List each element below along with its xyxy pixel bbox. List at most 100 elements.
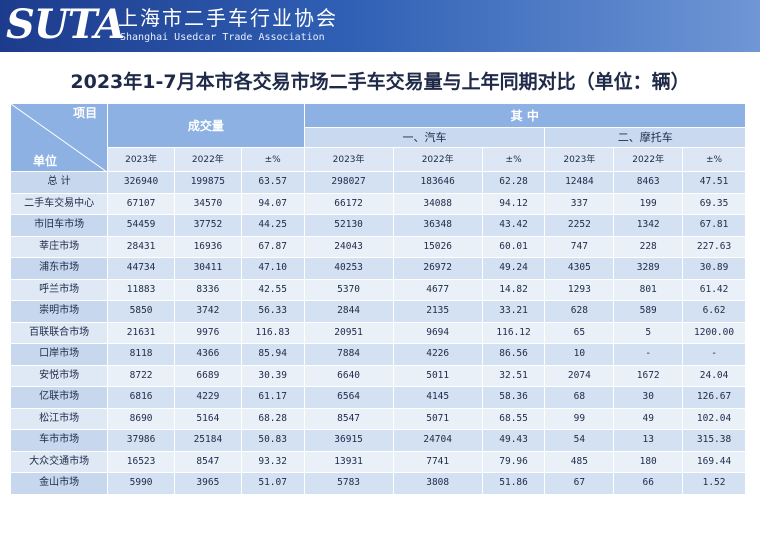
cell-value: 8118 — [107, 343, 175, 366]
cell-value: 4226 — [392, 343, 483, 366]
cell-value: 51.86 — [481, 472, 546, 495]
cell-value: 61.17 — [240, 386, 305, 409]
cell-value: 6816 — [107, 386, 175, 409]
table-row: 市旧车市场 54459 37752 44.25 52130 36348 43.42 2252 1… — [9, 214, 746, 237]
cell-value: 67107 — [107, 192, 175, 215]
cell-value: 7884 — [303, 343, 394, 366]
cell-value: 315.38 — [682, 429, 746, 452]
col-car-pct: ±% — [481, 147, 546, 172]
cell-value: 116.12 — [481, 321, 546, 344]
cell-value: 30 — [613, 386, 684, 409]
cell-value: 6.62 — [682, 300, 746, 323]
cell-value: 3965 — [173, 472, 242, 495]
cell-value: 7741 — [392, 450, 483, 473]
row-label: 松江市场 — [9, 407, 109, 430]
cell-value: 49.24 — [481, 257, 546, 280]
table-row: 安悦市场 8722 6689 30.39 6640 5011 32.51 2074 1672 24… — [9, 364, 746, 387]
cell-value: 6640 — [303, 364, 394, 387]
cell-value: 44734 — [107, 257, 175, 280]
diagonal-line — [11, 104, 106, 171]
header-item: 项目 — [73, 106, 98, 120]
cell-value: 3742 — [173, 300, 242, 323]
suta-logo: SUTA — [6, 1, 125, 48]
cell-value: 94.07 — [240, 192, 305, 215]
cell-value: 8547 — [173, 450, 242, 473]
cell-value: 37752 — [173, 214, 242, 237]
cell-value: 40253 — [303, 257, 394, 280]
cell-value: 69.35 — [682, 192, 746, 215]
row-label: 二手车交易中心 — [9, 192, 109, 215]
cell-value: 58.36 — [481, 386, 546, 409]
cell-value: 32.51 — [481, 364, 546, 387]
cell-value: 14.82 — [481, 278, 546, 301]
table-row: 百联联合市场 21631 9976 116.83 20951 9694 116.12 65 5 1… — [9, 321, 746, 344]
cell-value: 52130 — [303, 214, 394, 237]
cell-value: 2252 — [544, 214, 615, 237]
row-label: 安悦市场 — [9, 364, 109, 387]
cell-value: 9694 — [392, 321, 483, 344]
cell-value: 1342 — [613, 214, 684, 237]
cell-value: 5164 — [173, 407, 242, 430]
cell-value: 8690 — [107, 407, 175, 430]
row-label: 亿联市场 — [9, 386, 109, 409]
cell-value: 199 — [613, 192, 684, 215]
cell-value: 65 — [544, 321, 615, 344]
cell-value: 5990 — [107, 472, 175, 495]
cell-value: 5 — [613, 321, 684, 344]
cell-value: 24704 — [392, 429, 483, 452]
cell-value: 8547 — [303, 407, 394, 430]
cell-value: 4145 — [392, 386, 483, 409]
cell-value: 54 — [544, 429, 615, 452]
cell-value: 37986 — [107, 429, 175, 452]
cell-value: 49 — [613, 407, 684, 430]
cell-value: 183646 — [392, 171, 483, 194]
cell-value: 747 — [544, 235, 615, 258]
cell-value: 21631 — [107, 321, 175, 344]
page-title: 2023年1-7月本市各交易市场二手车交易量与上年同期对比（单位：辆） — [70, 71, 690, 93]
col-moto-2022: 2022年 — [613, 147, 684, 172]
cell-value: 42.55 — [240, 278, 305, 301]
cell-value: 5011 — [392, 364, 483, 387]
cell-value: 66172 — [303, 192, 394, 215]
cell-value: 1.52 — [682, 472, 746, 495]
cell-value: 2135 — [392, 300, 483, 323]
table-row: 呼兰市场 11883 8336 42.55 5370 4677 14.82 1293 801 61… — [9, 278, 746, 301]
cell-value: 126.67 — [682, 386, 746, 409]
table-row: 大众交通市场 16523 8547 93.32 13931 7741 79.96 485 180… — [9, 450, 746, 473]
row-label: 口岸市场 — [9, 343, 109, 366]
header-moto: 二、摩托车 — [544, 127, 746, 148]
cell-value: 54459 — [107, 214, 175, 237]
cell-value: 5370 — [303, 278, 394, 301]
row-label: 崇明市场 — [9, 300, 109, 323]
cell-value: 66 — [613, 472, 684, 495]
cell-value: 485 — [544, 450, 615, 473]
cell-value: 16936 — [173, 235, 242, 258]
org-name-en: Shanghai Usedcar Trade Association — [120, 32, 325, 43]
cell-value: - — [682, 343, 746, 366]
table-row: 车市市场 37986 25184 50.83 36915 24704 49.43 54 13 31… — [9, 429, 746, 452]
header-banner: SUTA 上海市二手车行业协会 Shanghai Usedcar Trade A… — [0, 0, 760, 52]
cell-value: 67 — [544, 472, 615, 495]
header-corner-cell: 项目 单位 — [9, 103, 109, 172]
cell-value: 169.44 — [682, 450, 746, 473]
cell-value: 180 — [613, 450, 684, 473]
row-label: 呼兰市场 — [9, 278, 109, 301]
cell-value: 4229 — [173, 386, 242, 409]
row-label: 百联联合市场 — [9, 321, 109, 344]
cell-value: 15026 — [392, 235, 483, 258]
cell-value: 68.55 — [481, 407, 546, 430]
cell-value: 8463 — [613, 171, 684, 194]
cell-value: 30411 — [173, 257, 242, 280]
cell-value: 589 — [613, 300, 684, 323]
cell-value: 30.89 — [682, 257, 746, 280]
row-label: 市旧车市场 — [9, 214, 109, 237]
cell-value: 298027 — [303, 171, 394, 194]
cell-value: 62.28 — [481, 171, 546, 194]
cell-value: 8336 — [173, 278, 242, 301]
cell-value: 102.04 — [682, 407, 746, 430]
cell-value: 94.12 — [481, 192, 546, 215]
col-2023: 2023年 — [107, 147, 175, 172]
table-row: 金山市场 5990 3965 51.07 5783 3808 51.86 67 66 1.52 — [9, 472, 746, 495]
cell-value: 68.28 — [240, 407, 305, 430]
cell-value: 1200.00 — [682, 321, 746, 344]
